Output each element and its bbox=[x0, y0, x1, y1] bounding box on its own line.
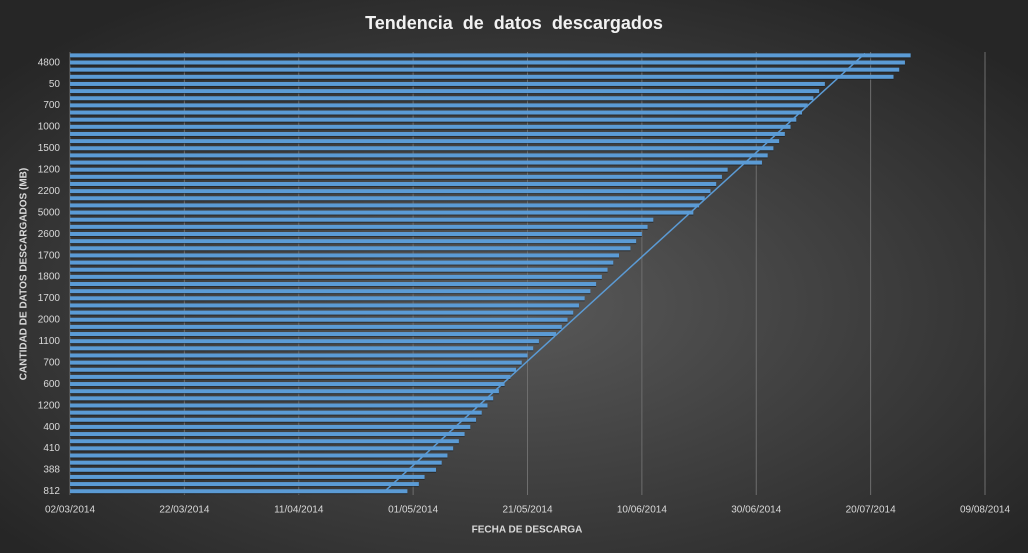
y-tick-label: 600 bbox=[43, 379, 60, 390]
bar bbox=[70, 482, 419, 487]
bar bbox=[70, 181, 717, 186]
bar bbox=[70, 260, 614, 265]
bar bbox=[70, 274, 602, 279]
bar bbox=[70, 217, 654, 222]
bar bbox=[70, 374, 511, 379]
bar bbox=[70, 467, 436, 472]
bar bbox=[70, 339, 539, 344]
y-tick-label: 1800 bbox=[38, 272, 61, 283]
x-tick-label: 11/04/2014 bbox=[274, 505, 324, 516]
y-tick-label: 1500 bbox=[38, 143, 61, 154]
bar bbox=[70, 417, 477, 422]
bar bbox=[70, 246, 631, 251]
bar bbox=[70, 117, 797, 122]
bar bbox=[70, 224, 648, 229]
trendline bbox=[384, 52, 866, 492]
bar bbox=[70, 53, 911, 58]
bar bbox=[70, 453, 448, 458]
bar bbox=[70, 167, 728, 172]
bar bbox=[70, 439, 459, 444]
bar bbox=[70, 389, 499, 394]
bar bbox=[70, 232, 642, 237]
bar bbox=[70, 324, 562, 329]
y-axis-title: CANTIDAD DE DATOS DESCARGADOS (MB) bbox=[19, 168, 30, 380]
bar bbox=[70, 74, 894, 79]
bar bbox=[70, 424, 471, 429]
bar bbox=[70, 460, 442, 465]
y-tick-label: 5000 bbox=[38, 207, 61, 218]
bar bbox=[70, 67, 900, 72]
bar bbox=[70, 146, 774, 151]
bar bbox=[70, 353, 528, 358]
bar bbox=[70, 196, 705, 201]
x-tick-label: 20/07/2014 bbox=[846, 505, 896, 516]
bar bbox=[70, 81, 825, 86]
y-tick-label: 700 bbox=[43, 100, 60, 111]
bar bbox=[70, 446, 454, 451]
bar bbox=[70, 396, 494, 401]
x-tick-label: 10/06/2014 bbox=[617, 505, 667, 516]
x-tick-label: 21/05/2014 bbox=[502, 505, 552, 516]
bar bbox=[70, 153, 768, 158]
x-tick-label: 01/05/2014 bbox=[388, 505, 438, 516]
bar bbox=[70, 303, 579, 308]
bar bbox=[70, 296, 585, 301]
x-tick-label: 22/03/2014 bbox=[159, 505, 209, 516]
y-tick-label: 400 bbox=[43, 422, 60, 433]
y-tick-label: 4800 bbox=[38, 57, 61, 68]
y-tick-label: 388 bbox=[43, 465, 60, 476]
y-tick-label: 1700 bbox=[38, 293, 61, 304]
bar bbox=[70, 317, 568, 322]
bar bbox=[70, 432, 465, 437]
y-tick-label: 1200 bbox=[38, 165, 61, 176]
bar bbox=[70, 239, 637, 244]
y-tick-label: 1100 bbox=[38, 336, 60, 347]
bar bbox=[70, 382, 505, 387]
y-tick-label: 1700 bbox=[38, 250, 61, 261]
bar bbox=[70, 203, 700, 208]
bar bbox=[70, 332, 557, 337]
x-tick-label: 09/08/2014 bbox=[960, 505, 1010, 516]
bar bbox=[70, 103, 808, 108]
bar bbox=[70, 310, 574, 315]
bar bbox=[70, 410, 482, 415]
y-tick-label: 2600 bbox=[38, 229, 61, 240]
bar bbox=[70, 367, 517, 372]
bar bbox=[70, 474, 425, 479]
bar bbox=[70, 282, 597, 287]
bar bbox=[70, 110, 802, 115]
y-tick-label: 700 bbox=[43, 357, 60, 368]
bar bbox=[70, 131, 785, 136]
bar bbox=[70, 360, 522, 365]
bar bbox=[70, 60, 905, 65]
bar bbox=[70, 124, 791, 129]
chart-title: Tendencia de datos descargados bbox=[365, 13, 663, 33]
y-tick-label: 812 bbox=[43, 486, 60, 497]
bar bbox=[70, 174, 722, 179]
bar bbox=[70, 403, 488, 408]
bar bbox=[70, 89, 820, 94]
y-tick-label: 2200 bbox=[38, 186, 61, 197]
y-tick-label: 2000 bbox=[38, 315, 61, 326]
x-axis-title: FECHA DE DESCARGA bbox=[472, 525, 583, 536]
bar bbox=[70, 489, 408, 494]
bar bbox=[70, 289, 591, 294]
y-tick-label: 50 bbox=[49, 79, 61, 90]
x-tick-label: 02/03/2014 bbox=[45, 505, 95, 516]
y-tick-label: 410 bbox=[43, 443, 60, 454]
bar bbox=[70, 189, 711, 194]
y-tick-label: 1200 bbox=[38, 400, 61, 411]
bar bbox=[70, 253, 619, 258]
y-tick-label: 1000 bbox=[38, 122, 61, 133]
bar bbox=[70, 160, 762, 165]
bar bbox=[70, 210, 694, 215]
bar bbox=[70, 267, 608, 272]
bar bbox=[70, 346, 534, 351]
bar bbox=[70, 96, 814, 101]
bar bbox=[70, 139, 780, 144]
x-tick-label: 30/06/2014 bbox=[731, 505, 781, 516]
